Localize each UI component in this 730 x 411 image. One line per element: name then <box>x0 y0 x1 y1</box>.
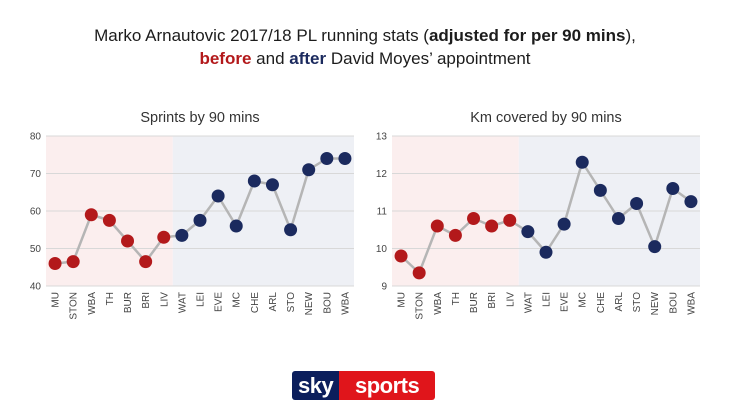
sprints-chart: 40 50 60 70 80 MU STON WBA TH BUR BRI LIV WAT LEI EVE M… <box>30 132 354 320</box>
sky-sports-logo: sky sports <box>292 371 435 400</box>
x-tick-label: MC <box>578 292 589 308</box>
data-point <box>575 155 589 169</box>
data-point <box>66 255 80 269</box>
x-tick-label: TH <box>105 292 116 305</box>
data-point <box>539 245 553 259</box>
data-point <box>211 189 225 203</box>
x-tick-label: NEW <box>304 291 315 315</box>
x-tick-label: STON <box>69 292 80 320</box>
x-tick-label: BUR <box>123 292 134 313</box>
y-tick-label: 9 <box>381 282 387 293</box>
data-point <box>193 213 207 227</box>
header-line2-post: David Moyes’ appointment <box>326 49 531 68</box>
y-tick-label: 70 <box>30 169 42 180</box>
x-tick-label: LEI <box>542 292 553 307</box>
data-point <box>338 152 352 165</box>
y-tick-label: 12 <box>376 169 388 180</box>
data-point <box>467 212 481 225</box>
x-tick-label: BOU <box>322 292 333 314</box>
data-point <box>247 174 261 188</box>
header-line-1: Marko Arnautovic 2017/18 PL running stat… <box>0 24 730 47</box>
x-tick-label: CHE <box>596 292 607 313</box>
x-tick-label: TH <box>451 292 462 305</box>
data-point <box>521 225 535 239</box>
y-tick-label: 40 <box>30 282 42 293</box>
x-tick-label: STO <box>632 292 643 313</box>
x-tick-label: MU <box>397 292 408 308</box>
x-tick-label: BOU <box>668 292 679 314</box>
x-tick-label: ARL <box>614 292 625 312</box>
x-tick-label: WAT <box>523 292 534 313</box>
x-tick-label: WBA <box>87 292 98 315</box>
header-after-word: after <box>289 49 327 68</box>
x-tick-label: MU <box>51 292 62 308</box>
data-point <box>430 219 444 233</box>
data-point <box>102 213 116 227</box>
data-point <box>630 197 644 210</box>
data-point <box>48 257 62 270</box>
x-tick-label: EVE <box>214 292 225 312</box>
chart-title-km: Km covered by 90 mins <box>470 110 622 126</box>
y-tick-label: 11 <box>377 207 388 218</box>
header-before-word: before <box>199 49 252 68</box>
data-point <box>175 228 189 242</box>
header-line1-bold: adjusted for per 90 mins <box>428 26 626 45</box>
x-tick-label: STON <box>415 292 426 320</box>
x-tick-label: BRI <box>141 292 152 309</box>
header-line2-mid: and <box>251 49 290 68</box>
x-tick-label: ARL <box>268 292 279 312</box>
x-tick-label: WAT <box>177 292 188 313</box>
data-point <box>648 240 662 254</box>
data-point <box>485 219 499 233</box>
data-point <box>84 208 98 222</box>
x-tick-label: LEI <box>196 292 207 307</box>
data-point <box>394 249 408 263</box>
x-tick-label: WBA <box>340 292 351 315</box>
y-tick-label: 60 <box>30 207 42 218</box>
x-tick-label: WBA <box>686 292 697 315</box>
data-point <box>448 228 462 242</box>
x-tick-label: EVE <box>560 292 571 312</box>
y-tick-label: 50 <box>30 244 42 255</box>
data-point <box>557 217 571 231</box>
data-point <box>320 152 334 165</box>
data-point <box>666 182 680 195</box>
x-tick-label: LIV <box>159 292 170 307</box>
data-point <box>412 266 426 280</box>
data-point <box>611 212 625 225</box>
x-tick-label: LIV <box>505 292 516 307</box>
logo-sky-text: sky <box>292 371 340 400</box>
y-tick-label: 80 <box>30 132 42 143</box>
data-point <box>139 255 153 269</box>
x-tick-label: STO <box>286 292 297 313</box>
data-point <box>684 195 698 209</box>
header-title: Marko Arnautovic 2017/18 PL running stat… <box>0 24 730 70</box>
data-point <box>121 234 135 248</box>
x-tick-label: BRI <box>487 292 498 309</box>
data-point <box>284 223 298 237</box>
header-line1-pre: Marko Arnautovic 2017/18 PL running stat… <box>94 26 429 45</box>
data-point <box>593 183 607 197</box>
data-point <box>229 219 243 233</box>
header-line-2: before and after David Moyes’ appointmen… <box>0 47 730 70</box>
data-point <box>503 213 517 227</box>
x-tick-label: NEW <box>650 291 661 315</box>
y-tick-label: 13 <box>376 132 388 143</box>
logo-sports-text: sports <box>339 371 435 400</box>
x-tick-label: MC <box>232 292 243 308</box>
y-tick-label: 10 <box>376 244 388 255</box>
header-line1-post: ), <box>625 26 636 45</box>
data-point <box>157 230 171 244</box>
data-point <box>302 163 316 177</box>
km-chart: 9 10 11 12 13 MU STON WBA TH BUR BRI LIV WAT LEI EVE MC… <box>376 132 700 320</box>
x-tick-label: WBA <box>433 292 444 315</box>
data-point <box>265 178 279 192</box>
x-tick-label: CHE <box>250 292 261 313</box>
x-tick-label: BUR <box>469 292 480 313</box>
chart-title-sprints: Sprints by 90 mins <box>140 110 260 126</box>
